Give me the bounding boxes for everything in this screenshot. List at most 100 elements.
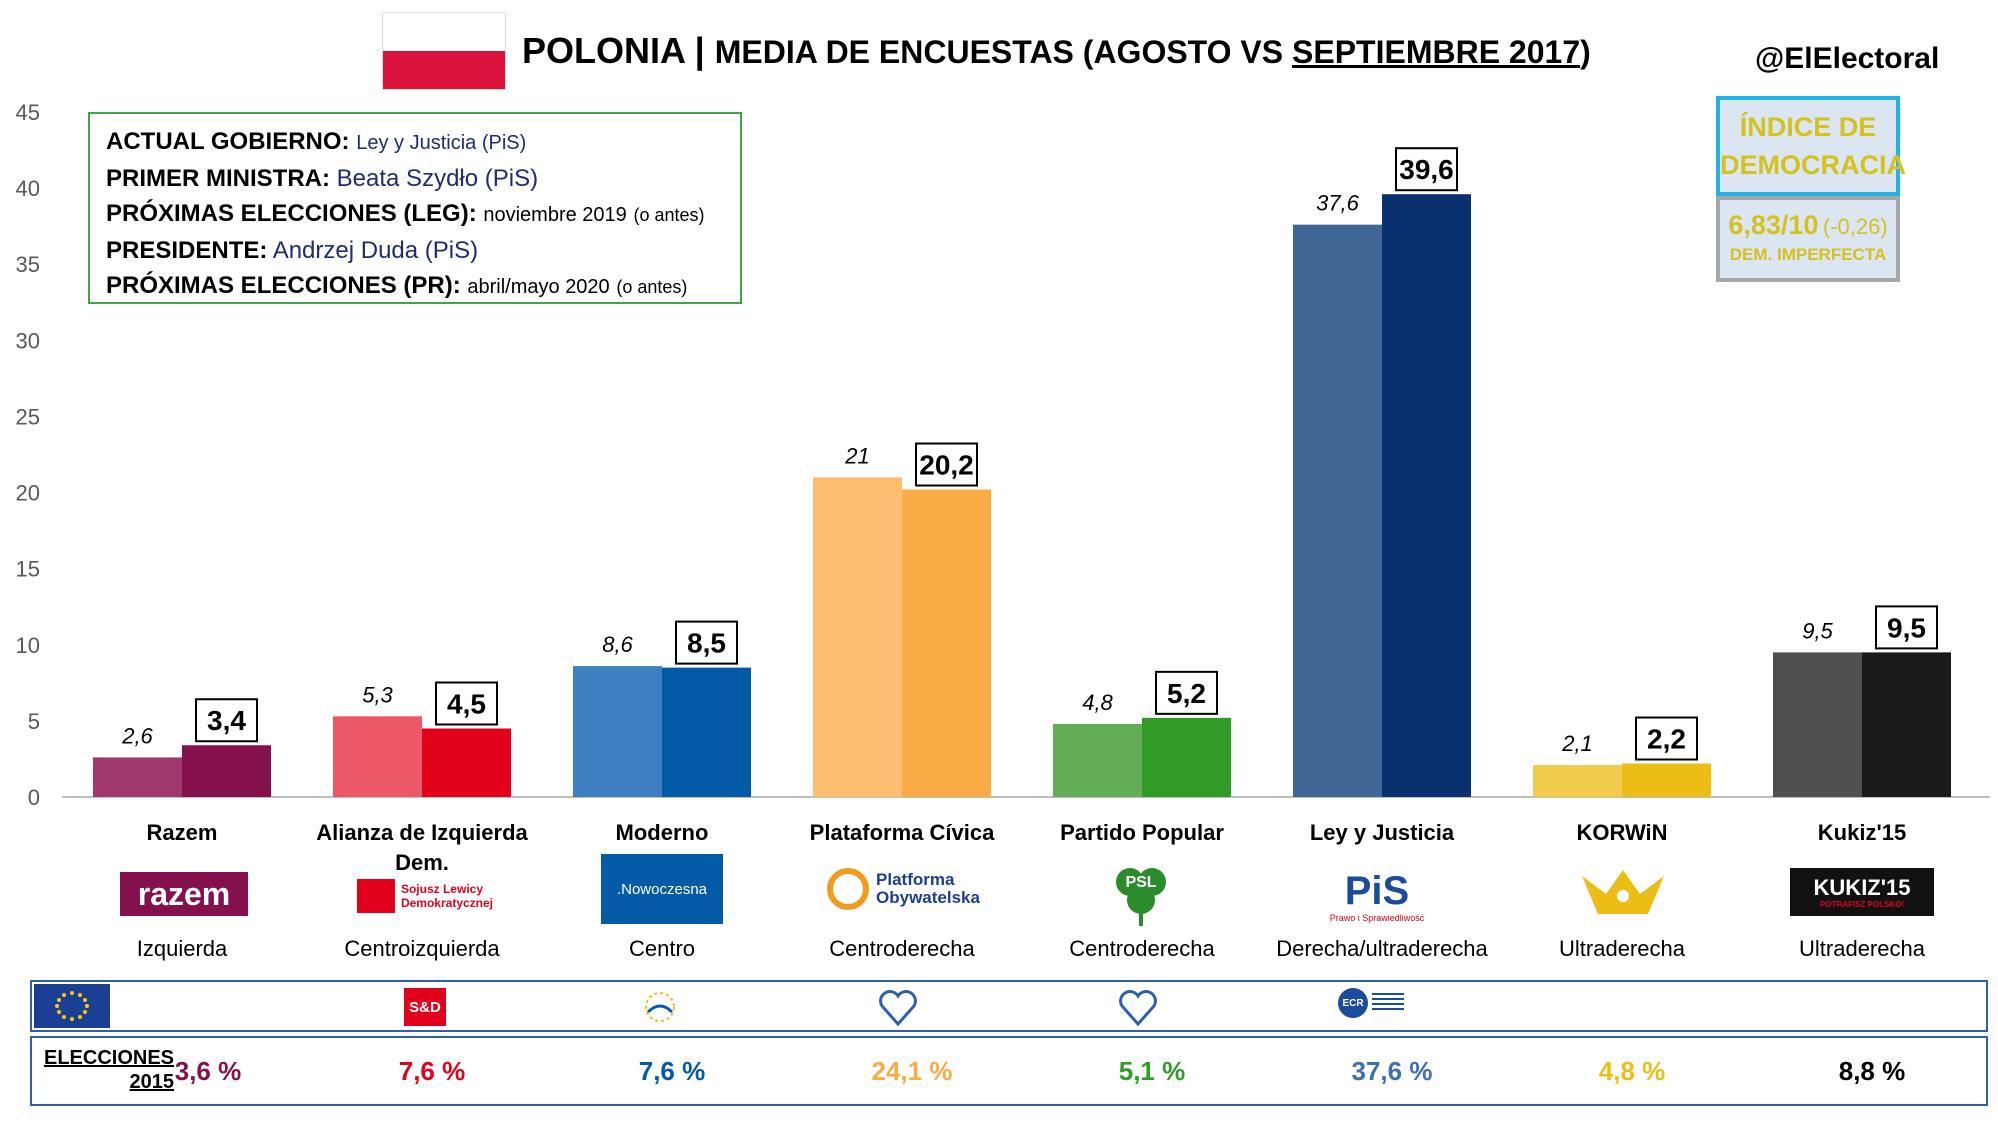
data-label-september: 4,5	[447, 689, 486, 720]
sld-logo: Sojusz Lewicy Demokratycznej	[340, 874, 510, 918]
y-tick-label: 10	[16, 633, 40, 658]
bar-august	[573, 666, 662, 797]
bar-august	[1533, 765, 1622, 797]
data-label-august: 2,6	[121, 723, 153, 748]
election-2015-po: 24,1 %	[871, 1056, 953, 1086]
government-info-box: ACTUAL GOBIERNO: Ley y Justicia (PiS) PR…	[88, 112, 742, 304]
data-label-august: 4,8	[1082, 690, 1113, 715]
data-label-box	[1395, 147, 1458, 192]
bar-august	[1773, 652, 1862, 797]
data-label-september: 2,2	[1647, 724, 1686, 755]
ideology-korwin: Ultraderecha	[1559, 936, 1685, 961]
democracy-index-title: ÍNDICE DE DEMOCRACIA	[1716, 96, 1906, 196]
election-2015-razem: 3,6 %	[174, 1056, 242, 1086]
epp-group-icon	[876, 988, 920, 1033]
election-2015-pis: 37,6 %	[1351, 1056, 1433, 1086]
bar-august	[333, 716, 422, 797]
ideology-kukiz: Ultraderecha	[1799, 936, 1925, 961]
bar-september	[662, 667, 751, 797]
y-tick-label: 30	[16, 328, 40, 353]
korwin-crown-icon	[1578, 868, 1668, 918]
party-name-razem: Razem	[146, 820, 218, 845]
party-name-kukiz: Kukiz'15	[1817, 820, 1907, 845]
bar-august	[1293, 224, 1382, 798]
eu-flag-icon	[34, 984, 110, 1028]
data-label-september: 3,4	[207, 705, 246, 736]
data-label-september: 8,5	[687, 628, 726, 659]
epp-group-icon-2	[1116, 988, 1160, 1033]
party-name-po: Plataforma Cívica	[809, 820, 995, 845]
data-label-box	[1635, 716, 1698, 761]
bar-september	[1382, 194, 1471, 797]
data-label-box	[675, 620, 738, 665]
bar-september	[1862, 652, 1951, 797]
data-label-box	[1875, 605, 1938, 650]
election-2015-kukiz: 8,8 %	[1838, 1056, 1906, 1086]
bar-september	[422, 728, 511, 797]
poland-flag-icon	[382, 12, 506, 90]
party-name-psl: Partido Popular	[1060, 820, 1224, 845]
elections-2015-row: ELECCIONES 2015 3,6 % 7,6 % 7,6 % 24,1 %…	[30, 1036, 1988, 1106]
election-2015-moderno: 7,6 %	[638, 1056, 706, 1086]
data-label-box	[435, 681, 498, 726]
party-name-moderno: Moderno	[615, 820, 709, 845]
author-handle: @ElElectoral	[1755, 42, 1940, 75]
democracy-index-score: 6,83/10 (-0,26) DEM. IMPERFECTA	[1716, 196, 1900, 282]
elections-2015-label: ELECCIONES 2015	[44, 1047, 175, 1093]
data-label-box	[915, 442, 978, 487]
ideology-psl: Centroderecha	[1069, 936, 1215, 961]
data-label-september: 39,6	[1399, 154, 1454, 185]
y-tick-label: 5	[28, 709, 40, 734]
sd-group-icon: S&D	[404, 988, 446, 1026]
ideology-sld: Centroizquierda	[344, 936, 500, 961]
data-label-august: 2,1	[1561, 731, 1593, 756]
election-2015-sld: 7,6 %	[398, 1056, 466, 1086]
party-name-korwin: KORWiN	[1576, 820, 1668, 845]
election-2015-psl: 5,1 %	[1118, 1056, 1186, 1086]
data-label-august: 8,6	[602, 632, 633, 657]
data-label-september: 9,5	[1887, 612, 1926, 643]
party-name-sld: Alianza de Izquierda Dem.	[316, 820, 528, 875]
razem-logo: razem	[120, 872, 248, 916]
nowoczesna-logo: .Nowoczesna	[601, 854, 723, 924]
data-label-august: 37,6	[1316, 191, 1360, 216]
y-tick-label: 35	[16, 252, 40, 277]
y-tick-label: 20	[16, 481, 40, 506]
data-label-august: 21	[844, 443, 869, 468]
kukiz-logo: KUKIZ'15 POTRAFISZ POLSKO!	[1790, 868, 1934, 916]
y-tick-label: 25	[16, 404, 40, 429]
eu-groups-row: S&D ECR	[30, 980, 1988, 1032]
data-label-box	[195, 698, 258, 743]
ideology-razem: Izquierda	[136, 936, 228, 961]
party-name-pis: Ley y Justicia	[1309, 820, 1455, 845]
data-label-september: 20,2	[919, 450, 974, 481]
data-label-box	[1155, 670, 1218, 715]
y-tick-label: 0	[28, 785, 40, 810]
chart-title: POLONIA | MEDIA DE ENCUESTAS (AGOSTO VS …	[522, 30, 1591, 71]
bar-august	[813, 477, 902, 797]
y-tick-label: 45	[16, 100, 40, 125]
pis-logo: PiS Prawo i Sprawiedliwość	[1329, 869, 1425, 923]
po-logo: Platforma Obywatelska	[806, 864, 998, 914]
y-tick-label: 40	[16, 176, 40, 201]
ideology-moderno: Centro	[628, 936, 696, 961]
y-tick-label: 15	[16, 557, 40, 582]
bar-september	[902, 489, 991, 797]
ideology-po: Centroderecha	[829, 936, 975, 961]
alde-group-icon	[640, 988, 680, 1031]
bar-september	[182, 745, 271, 797]
bar-september	[1142, 717, 1231, 797]
psl-logo: PSL	[1108, 858, 1174, 928]
bar-september	[1622, 763, 1711, 797]
election-2015-korwin: 4,8 %	[1598, 1056, 1666, 1086]
po-swirl-icon	[827, 868, 870, 910]
bar-chart: 0 5 10 15 20 25 30 35 40 45 2,6 3,4 5,3 4,5 8,6 8,5 21 20…	[16, 100, 1990, 810]
bar-august	[93, 757, 182, 797]
data-label-august: 5,3	[362, 682, 393, 707]
ideology-pis: Derecha/ultraderecha	[1276, 936, 1488, 961]
clover-icon	[1116, 868, 1166, 926]
ecr-group-icon: ECR	[1338, 988, 1404, 1018]
data-label-september: 5,2	[1167, 678, 1206, 709]
data-label-august: 9,5	[1802, 618, 1833, 643]
bar-august	[1053, 723, 1142, 797]
